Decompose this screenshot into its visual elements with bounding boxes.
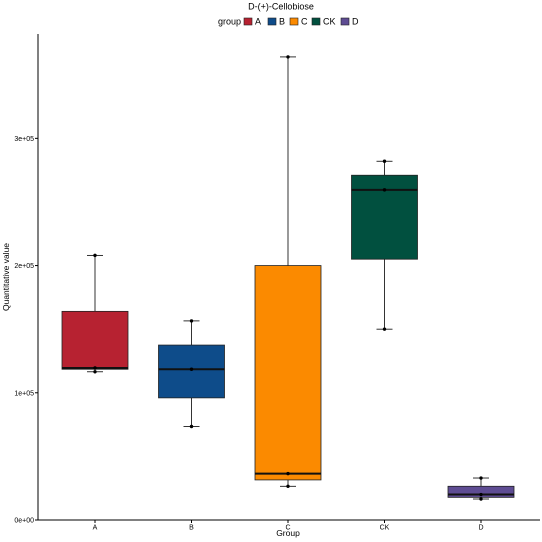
data-point [286, 484, 290, 488]
x-tick-label: A [93, 525, 98, 532]
plot-area: 0e+00 1e+05 2e+05 3e+05 A B C CK D [14, 34, 540, 532]
box-d [447, 476, 515, 501]
data-point [479, 492, 483, 497]
chart-title: D-(+)-Cellobiose [248, 2, 314, 12]
y-tick-label: 1e+05 [14, 390, 34, 397]
data-point [93, 370, 97, 374]
box-b [158, 319, 225, 429]
legend-label-d: D [352, 17, 359, 27]
data-point [382, 159, 387, 163]
data-point [286, 55, 290, 59]
data-point [479, 497, 483, 501]
legend-label-b: B [279, 17, 285, 27]
legend-title: group [218, 17, 241, 27]
box-c [254, 55, 322, 488]
x-axis-label: Group [276, 528, 300, 538]
box-ck [351, 159, 418, 331]
legend-swatch-c [289, 17, 299, 26]
legend-swatch-ck [311, 17, 321, 26]
data-point [93, 253, 97, 258]
legend: group A B C CK D [218, 17, 359, 27]
data-point [286, 471, 290, 476]
data-point [93, 366, 97, 370]
box-iqr [254, 265, 322, 481]
data-point [382, 327, 387, 331]
legend-label-ck: CK [323, 17, 336, 27]
y-tick-label: 2e+05 [14, 263, 34, 270]
data-point [189, 319, 194, 323]
data-point [189, 367, 194, 371]
box-iqr [61, 310, 129, 370]
x-tick-label: C [285, 525, 290, 532]
y-axis-label: Quantitative value [1, 243, 11, 311]
x-tick-label: B [189, 525, 194, 532]
legend-swatch-a [243, 17, 253, 26]
box-iqr [158, 344, 225, 399]
legend-swatch-b [267, 17, 277, 26]
box-a [61, 253, 129, 374]
y-tick-label: 0e+00 [14, 518, 34, 525]
data-point [189, 424, 194, 429]
x-tick-label: D [478, 525, 483, 532]
legend-label-c: C [301, 17, 308, 27]
x-tick-label: CK [380, 525, 390, 532]
y-tick-label: 3e+05 [14, 136, 34, 143]
data-point [479, 476, 483, 480]
legend-label-a: A [255, 17, 261, 27]
data-point [382, 188, 387, 192]
legend-swatch-d [340, 17, 350, 26]
box-iqr [351, 174, 418, 260]
